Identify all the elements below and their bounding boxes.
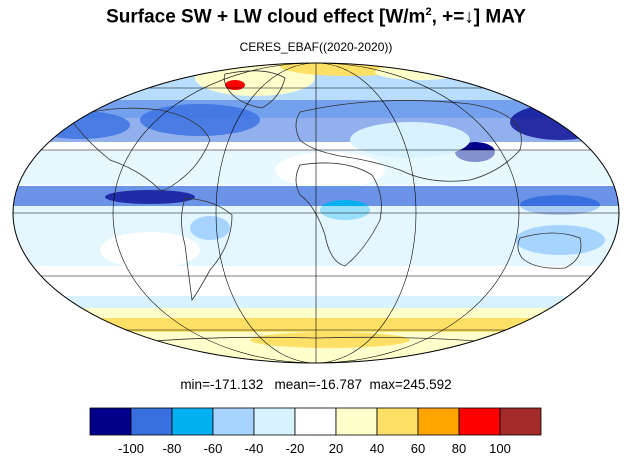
north-pacific-cloud-west xyxy=(30,111,130,139)
mean-value: -16.787 xyxy=(316,377,362,392)
colorbar-swatch xyxy=(294,407,337,436)
north-america-coast xyxy=(69,107,211,191)
colorbar-tick-label: -80 xyxy=(163,441,182,456)
meridian-90 xyxy=(215,63,417,363)
central-asia-clear xyxy=(350,122,470,158)
mollweide-map xyxy=(12,62,620,364)
southeast-pacific-clear xyxy=(100,232,200,268)
colorbar-swatch xyxy=(499,407,542,436)
north-pacific-cloud-east xyxy=(510,104,610,140)
africa-coast xyxy=(295,162,382,267)
greenland-hotspot xyxy=(225,80,245,90)
min-value: -171.132 xyxy=(209,377,264,392)
map-subtitle: CERES_EBAF((2020-2020)) xyxy=(239,40,393,54)
north-atlantic-cloud xyxy=(140,104,260,136)
colorbar-tick-label: -60 xyxy=(204,441,223,456)
colorbar-swatch xyxy=(171,407,214,436)
colorbar-tick-label: 40 xyxy=(370,441,384,456)
colorbar-tick-label: 20 xyxy=(329,441,343,456)
itcz-east-pacific xyxy=(105,190,195,204)
south-america-cloud xyxy=(190,216,230,240)
australia-coast xyxy=(517,232,582,269)
colorbar-tick-label: -20 xyxy=(286,441,305,456)
colorbar: -100 -80 -60 -40 -20 20 40 60 80 100 xyxy=(89,407,542,456)
colorbar-tick-label: -100 xyxy=(118,441,144,456)
colorbar-swatch xyxy=(335,407,378,436)
colorbar-swatch xyxy=(253,407,296,436)
colorbar-tick-label: 100 xyxy=(489,441,511,456)
graticule xyxy=(13,63,619,363)
sahara-clear xyxy=(275,152,385,188)
max-value: 245.592 xyxy=(402,377,452,392)
colorbar-swatch xyxy=(89,407,132,436)
antarctic-warm-patch xyxy=(250,332,410,348)
greenland-coast xyxy=(223,70,286,109)
meridian-180 xyxy=(112,63,520,363)
eurasia-coast xyxy=(295,100,522,182)
statistics-line: min=-171.132 mean=-16.787 max=245.592 xyxy=(180,377,452,392)
colorbar-swatch xyxy=(458,407,501,436)
colorbar-swatch xyxy=(376,407,419,436)
colorbar-tick-label: 80 xyxy=(452,441,466,456)
colorbar-swatch xyxy=(130,407,173,436)
map-title: Surface SW + LW cloud effect [W/m2, +=↓]… xyxy=(106,6,526,28)
south-america-coast xyxy=(181,197,233,302)
south-pacific-cloud xyxy=(515,225,605,255)
colorbar-swatch xyxy=(417,407,460,436)
colorbar-tick-label: 60 xyxy=(411,441,425,456)
colorbar-swatch xyxy=(212,407,255,436)
colorbar-tick-label: -40 xyxy=(245,441,264,456)
map-border xyxy=(12,62,620,364)
